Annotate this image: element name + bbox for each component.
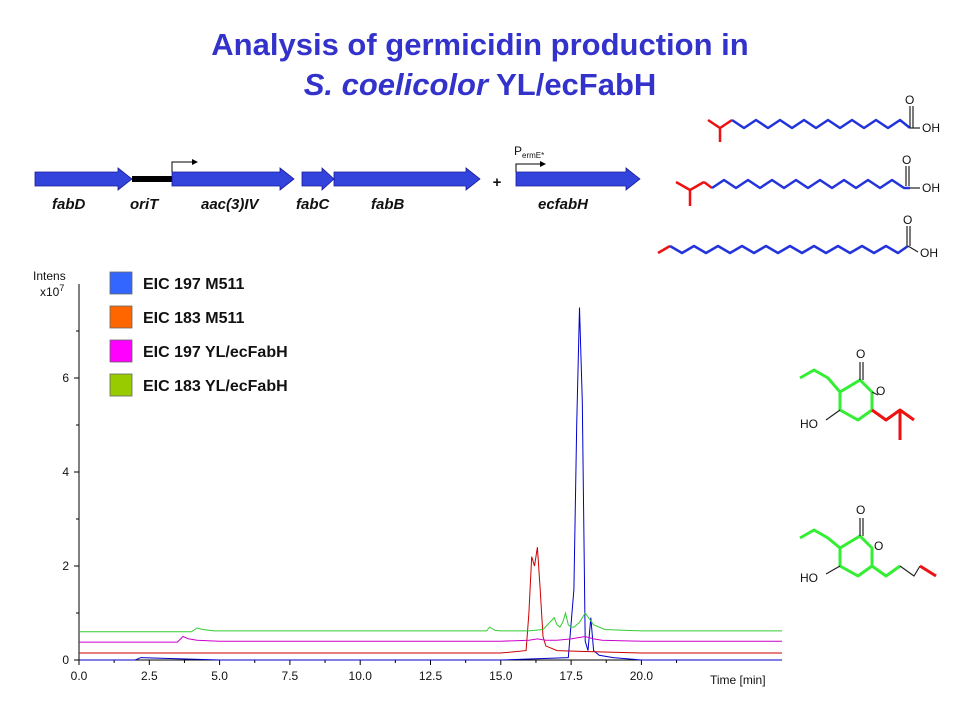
gene-arrow-fabC <box>301 167 335 191</box>
germB-HO: HO <box>800 571 818 585</box>
germA-O-ring: O <box>876 384 885 398</box>
series-line-0 <box>79 307 782 661</box>
title-line1: Analysis of germicidin production in <box>211 27 749 62</box>
germA-isopropyl <box>871 408 915 422</box>
promoter-label-main: P <box>514 144 522 158</box>
promoter-label-sub: ermE* <box>522 151 544 160</box>
legend-swatch-0 <box>109 271 133 295</box>
gene-label-oriT: oriT <box>130 196 160 213</box>
x-tick-label: 12.5 <box>419 669 443 683</box>
gene-arrow-fabB <box>333 167 481 191</box>
gene-label-fabB: fabB <box>371 196 405 213</box>
series-line-2 <box>79 635 782 643</box>
oriT-bar <box>132 176 172 182</box>
chart-legend: EIC 197 M511 EIC 183 M511 EIC 197 YL/ecFab… <box>109 271 288 397</box>
x-axis-label: Time [min] <box>710 673 766 687</box>
acid2-branch2 <box>703 181 713 189</box>
germA-O-carbonyl: O <box>856 347 865 361</box>
acid3-chain <box>669 244 909 255</box>
gene-construct: + PermE* fabD oriT aac(3)IV fabC fabB ec… <box>34 144 641 213</box>
x-tick-label: 5.0 <box>211 669 228 683</box>
acid1-chain <box>731 118 911 130</box>
germA-oh <box>825 409 841 421</box>
acid3-end <box>657 244 671 255</box>
fatty-acid-2: O OH <box>675 153 940 206</box>
y-tick-label: 0 <box>62 653 69 667</box>
germB-O-ring: O <box>874 539 883 553</box>
x-tick-label: 20.0 <box>630 669 654 683</box>
legend-swatch-1 <box>109 305 133 329</box>
germB-O-carbonyl: O <box>856 503 865 517</box>
germB-ring-green <box>838 534 874 578</box>
y-axis-unit-base: x10 <box>40 285 60 299</box>
title-species: S. coelicolor <box>303 67 489 102</box>
page-title: Analysis of germicidin production in <box>0 26 960 64</box>
germB-chain-green <box>871 564 901 578</box>
y-tick-label: 6 <box>62 371 69 385</box>
gene-arrow-ecfabH <box>515 167 641 191</box>
legend-swatch-3 <box>109 373 133 397</box>
germA-ring-green <box>838 378 874 422</box>
series-line-1 <box>79 547 782 654</box>
series-line-3 <box>79 611 782 633</box>
acid2-chain <box>711 178 910 190</box>
x-tick-label: 2.5 <box>141 669 158 683</box>
germicidin-structures: O O HO O O HO <box>799 347 937 585</box>
y-tick-label: 4 <box>62 465 69 479</box>
legend-label-1: EIC 183 M511 <box>143 310 245 327</box>
gene-arrow-aac3IV <box>171 167 295 191</box>
legend-label-0: EIC 197 M511 <box>143 276 245 293</box>
acid3-OH: OH <box>920 246 938 260</box>
y-axis-unit-exp: 7 <box>59 283 64 293</box>
acid1-branch <box>707 118 733 130</box>
title-strain: YL/ecFabH <box>496 67 657 102</box>
germicidin-a: O O HO <box>799 347 915 440</box>
promoter-arrowhead-ermE <box>540 161 546 167</box>
legend-swatch-2 <box>109 339 133 363</box>
acid2-branch <box>675 180 705 192</box>
promoter-arrowhead-1 <box>192 159 198 165</box>
germB-ethyl <box>799 528 841 550</box>
germA-ethyl <box>799 368 842 393</box>
acid3-O: O <box>903 213 912 227</box>
chromatogram-chart: Intens x107 Time [min] 0.0 2.5 5.0 7.5 10.0 1… <box>33 269 782 687</box>
fatty-acid-3: O OH <box>657 213 938 260</box>
fatty-acid-structures: O OH O OH O OH <box>657 93 940 260</box>
legend-label-2: EIC 197 YL/ecFabH <box>143 344 288 361</box>
germicidin-b: O O HO <box>799 503 937 585</box>
y-axis-label: Intens <box>33 269 66 283</box>
gene-label-ecfabH: ecfabH <box>538 196 589 213</box>
gene-label-aac3IV: aac(3)IV <box>201 196 261 213</box>
acid1-OH: OH <box>922 121 940 135</box>
y-axis-unit: x107 <box>40 283 64 299</box>
acid3-coh <box>907 245 919 253</box>
x-tick-label: 10.0 <box>349 669 373 683</box>
page-subtitle: S. coelicolor YL/ecFabH <box>0 66 960 104</box>
gene-label-fabD: fabD <box>52 196 86 213</box>
germA-HO: HO <box>800 417 818 431</box>
germB-chain-red <box>919 564 937 578</box>
acid2-O: O <box>902 153 911 167</box>
x-tick-label: 17.5 <box>559 669 583 683</box>
promoter-arrow-ermE <box>515 163 540 172</box>
x-tick-label: 15.0 <box>489 669 513 683</box>
germB-oh <box>825 565 841 575</box>
x-tick-label: 0.0 <box>71 669 88 683</box>
chart-series <box>79 307 782 661</box>
promoter-label: PermE* <box>514 144 544 160</box>
y-tick-label: 2 <box>62 559 69 573</box>
fatty-acid-1: O OH <box>707 93 940 142</box>
plus-sign: + <box>493 174 502 191</box>
germA-ring-o <box>871 391 879 396</box>
legend-label-3: EIC 183 YL/ecFabH <box>143 378 288 395</box>
acid1-O: O <box>905 93 914 107</box>
acid2-OH: OH <box>922 181 940 195</box>
promoter-arrow-1 <box>171 161 192 172</box>
gene-label-fabC: fabC <box>296 196 331 213</box>
germB-chain-black <box>899 565 921 577</box>
x-tick-label: 7.5 <box>282 669 299 683</box>
gene-arrow-fabD <box>34 167 133 191</box>
